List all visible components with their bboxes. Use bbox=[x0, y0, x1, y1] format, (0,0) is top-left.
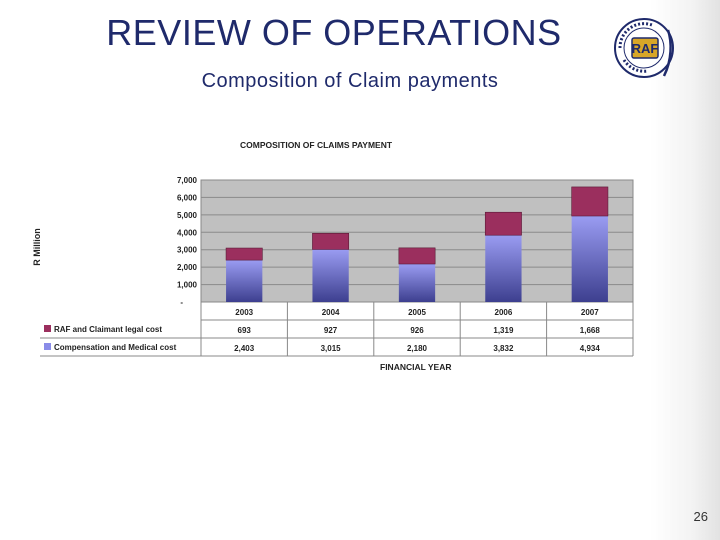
legend-label-legal: RAF and Claimant legal cost bbox=[54, 325, 162, 334]
bar-compensation-2005 bbox=[398, 264, 436, 302]
data-label-compensation: 3,832 bbox=[493, 344, 514, 353]
data-label-legal: 1,319 bbox=[493, 326, 514, 335]
page-number: 26 bbox=[693, 509, 708, 524]
y-tick-label: 7,000 bbox=[177, 176, 198, 185]
x-category-label: 2005 bbox=[408, 308, 426, 317]
data-label-compensation: 3,015 bbox=[321, 344, 342, 353]
legend-label-compensation: Compensation and Medical cost bbox=[54, 343, 177, 352]
y-tick-label: 2,000 bbox=[177, 263, 198, 272]
bar-compensation-2003 bbox=[226, 260, 263, 302]
legend-swatch-compensation bbox=[44, 343, 51, 350]
y-tick-label: 6,000 bbox=[177, 193, 198, 202]
claims-payment-chart: 7,000 6,000 5,000 4,000 3,000 2,000 1,000 - 2003… bbox=[40, 176, 634, 357]
bar-legal-2003 bbox=[225, 247, 263, 261]
slide-subtitle: Composition of Claim payments bbox=[201, 70, 499, 92]
data-label-legal: 693 bbox=[238, 326, 252, 335]
data-label-legal: 927 bbox=[324, 326, 338, 335]
bar-legal-2006 bbox=[484, 211, 522, 236]
x-category-label: 2007 bbox=[581, 308, 599, 317]
bar-legal-2007 bbox=[571, 186, 609, 217]
data-label-compensation: 2,403 bbox=[234, 344, 255, 353]
x-category-label: 2006 bbox=[495, 308, 513, 317]
data-label-compensation: 2,180 bbox=[407, 344, 428, 353]
data-label-legal: 1,668 bbox=[580, 326, 601, 335]
bar-legal-2005 bbox=[398, 247, 436, 265]
y-tick-label: 3,000 bbox=[177, 246, 198, 255]
bar-legal-2004 bbox=[312, 232, 350, 250]
chart-title: COMPOSITION OF CLAIMS PAYMENT bbox=[240, 140, 393, 150]
raf-logo: RAF bbox=[614, 18, 674, 78]
x-category-label: 2004 bbox=[322, 308, 340, 317]
data-label-legal: 926 bbox=[410, 326, 424, 335]
bar-compensation-2007 bbox=[571, 216, 608, 302]
legend-swatch-legal bbox=[44, 325, 51, 332]
x-category-label: 2003 bbox=[235, 308, 253, 317]
svg-text:RAF: RAF bbox=[632, 41, 659, 56]
y-tick-label: - bbox=[180, 298, 183, 307]
slide-edge-gradient bbox=[650, 0, 720, 540]
y-tick-label: 4,000 bbox=[177, 228, 198, 237]
slide-title: REVIEW OF OPERATIONS bbox=[106, 12, 562, 53]
bar-compensation-2006 bbox=[485, 235, 522, 302]
data-label-compensation: 4,934 bbox=[580, 344, 601, 353]
bar-compensation-2004 bbox=[312, 249, 349, 302]
x-axis-label: FINANCIAL YEAR bbox=[380, 362, 452, 372]
y-tick-label: 1,000 bbox=[177, 281, 198, 290]
y-tick-label: 5,000 bbox=[177, 211, 198, 220]
